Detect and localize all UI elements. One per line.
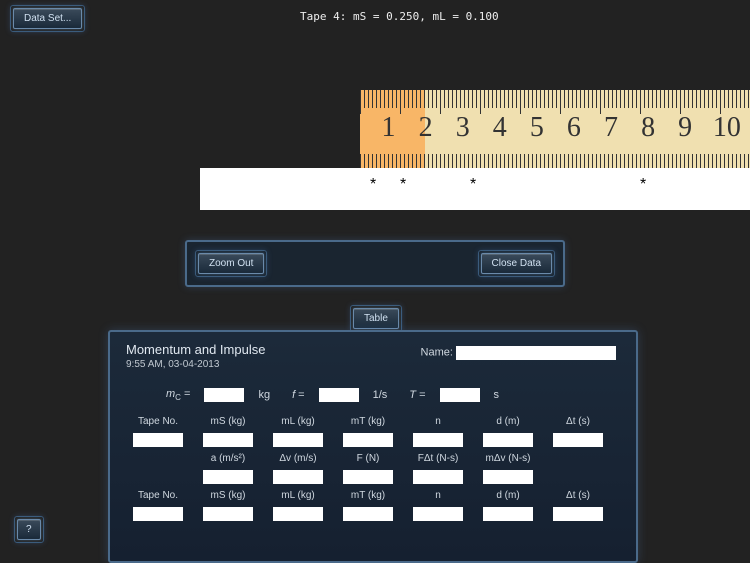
zoom-out-button[interactable]: Zoom Out bbox=[198, 253, 264, 274]
ruler-num: 8 bbox=[630, 112, 667, 144]
tape-strip[interactable]: * * * * bbox=[200, 168, 750, 210]
ruler-num: 7 bbox=[592, 112, 629, 144]
ruler-num: 2 bbox=[407, 112, 444, 144]
tapeno-input-2[interactable] bbox=[133, 507, 183, 521]
F-input[interactable] bbox=[343, 470, 393, 484]
help-button[interactable]: ? bbox=[17, 519, 41, 540]
d-input[interactable] bbox=[483, 433, 533, 447]
col-header: mS (kg) bbox=[196, 416, 260, 427]
col-header: mT (kg) bbox=[336, 490, 400, 501]
f-input[interactable] bbox=[319, 388, 359, 402]
mc-unit: kg bbox=[258, 389, 270, 401]
col-header: n bbox=[406, 416, 470, 427]
col-header bbox=[126, 453, 190, 464]
mdv-input[interactable] bbox=[483, 470, 533, 484]
col-header: mL (kg) bbox=[266, 416, 330, 427]
ruler-ticks-bottom bbox=[360, 154, 750, 168]
ruler-num: 4 bbox=[481, 112, 518, 144]
ml-input-2[interactable] bbox=[273, 507, 323, 521]
col-header: Δt (s) bbox=[546, 416, 610, 427]
col-header: d (m) bbox=[476, 490, 540, 501]
control-bar: Zoom Out Close Data bbox=[185, 240, 565, 287]
ruler-num: 6 bbox=[555, 112, 592, 144]
a-input[interactable] bbox=[203, 470, 253, 484]
Fdt-input[interactable] bbox=[413, 470, 463, 484]
n-input[interactable] bbox=[413, 433, 463, 447]
tape-dot: * bbox=[370, 176, 376, 194]
col-header: n bbox=[406, 490, 470, 501]
col-header: a (m/s²) bbox=[196, 453, 260, 464]
col-header: Δv (m/s) bbox=[266, 453, 330, 464]
col-header: Δt (s) bbox=[546, 490, 610, 501]
ruler-num: 5 bbox=[518, 112, 555, 144]
mt-input-2[interactable] bbox=[343, 507, 393, 521]
col-header: FΔt (N-s) bbox=[406, 453, 470, 464]
dt-input[interactable] bbox=[553, 433, 603, 447]
col-header: F (N) bbox=[336, 453, 400, 464]
col-header bbox=[546, 453, 610, 464]
mt-input[interactable] bbox=[343, 433, 393, 447]
tape-info-label: Tape 4: mS = 0.250, mL = 0.100 bbox=[300, 10, 499, 23]
ms-input-2[interactable] bbox=[203, 507, 253, 521]
col-header: mT (kg) bbox=[336, 416, 400, 427]
tapeno-input[interactable] bbox=[133, 433, 183, 447]
ms-input[interactable] bbox=[203, 433, 253, 447]
ruler-ticks-major bbox=[360, 90, 750, 114]
dv-input[interactable] bbox=[273, 470, 323, 484]
data-table: Tape No. mS (kg) mL (kg) mT (kg) n d (m)… bbox=[126, 416, 620, 521]
col-header: mΔv (N-s) bbox=[476, 453, 540, 464]
f-unit: 1/s bbox=[373, 389, 388, 401]
dt-input-2[interactable] bbox=[553, 507, 603, 521]
mc-input[interactable] bbox=[204, 388, 244, 402]
panel-timestamp: 9:55 AM, 03-04-2013 bbox=[126, 359, 620, 370]
name-input[interactable] bbox=[456, 346, 616, 360]
T-unit: s bbox=[494, 389, 500, 401]
table-tab-button[interactable]: Table bbox=[353, 308, 399, 329]
T-input[interactable] bbox=[440, 388, 480, 402]
ruler-area: 1 2 3 4 5 6 7 8 9 10 * * * * bbox=[200, 90, 750, 210]
close-data-button[interactable]: Close Data bbox=[481, 253, 552, 274]
col-header: Tape No. bbox=[126, 490, 190, 501]
ruler-num: 1 bbox=[370, 112, 407, 144]
col-header: Tape No. bbox=[126, 416, 190, 427]
col-header: mL (kg) bbox=[266, 490, 330, 501]
name-label: Name: bbox=[421, 347, 453, 359]
d-input-2[interactable] bbox=[483, 507, 533, 521]
data-panel: Momentum and Impulse 9:55 AM, 03-04-2013… bbox=[108, 330, 638, 563]
ruler-num: 3 bbox=[444, 112, 481, 144]
tape-dot: * bbox=[640, 176, 646, 194]
ruler-num: 10 bbox=[704, 112, 750, 144]
ml-input[interactable] bbox=[273, 433, 323, 447]
col-header: mS (kg) bbox=[196, 490, 260, 501]
tape-dot: * bbox=[400, 176, 406, 194]
col-header: d (m) bbox=[476, 416, 540, 427]
ruler-numbers: 1 2 3 4 5 6 7 8 9 10 bbox=[370, 112, 750, 144]
ruler-num: 9 bbox=[667, 112, 704, 144]
dataset-button[interactable]: Data Set... bbox=[13, 8, 82, 29]
n-input-2[interactable] bbox=[413, 507, 463, 521]
tape-dot: * bbox=[470, 176, 476, 194]
